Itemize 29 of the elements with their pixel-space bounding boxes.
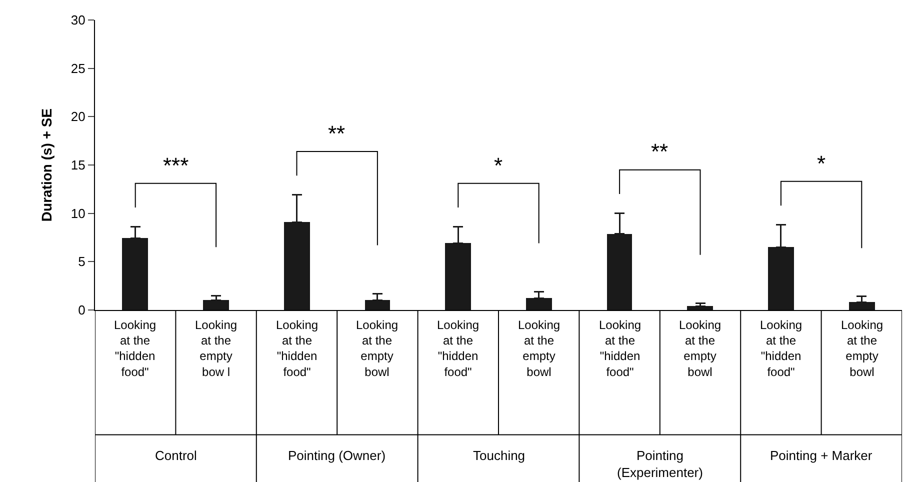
y-tick-label: 5 [78,254,86,270]
y-tick-label: 20 [70,109,86,124]
y-tick-label: 10 [70,206,86,221]
annotation: ** [651,139,669,164]
y-axis-title: Duration (s) + SE [38,108,55,222]
text: Pointing (Owner) [288,448,386,463]
annotation: ** [328,121,346,146]
annotation: * [494,153,503,178]
bar [687,306,713,310]
y-tick-label: 30 [70,12,86,28]
x-tick-label: Looking at the empty bowl [356,318,398,379]
x-tick-label: Looking at the "hidden food" [599,318,642,379]
annotation: * [817,151,826,176]
x-tick-label: Looking at the "hidden food" [760,318,802,379]
text: Control [155,448,198,463]
text: Pointing + Marker [770,448,873,463]
x-tick-label: Looking at the "hidden food" [114,318,156,379]
y-tick-label: 0 [78,302,86,318]
y-tick-label: 15 [70,158,86,173]
y-tick-label: 25 [70,60,86,76]
x-tick-label: Looking at the empty bowl [841,318,884,379]
x-tick-label: Looking at the empty bow l [195,318,238,379]
annotation: *** [163,153,190,178]
x-tick-label: Looking at the "hidden food" [437,318,480,379]
x-tick-label: Looking at the "hidden food" [276,318,318,379]
x-tick-label: Looking at the empty bowl [679,318,722,379]
text: Pointing (Experimenter) [617,448,703,480]
x-tick-label: Looking at the empty bowl [518,318,560,379]
text: Touching [473,448,526,463]
